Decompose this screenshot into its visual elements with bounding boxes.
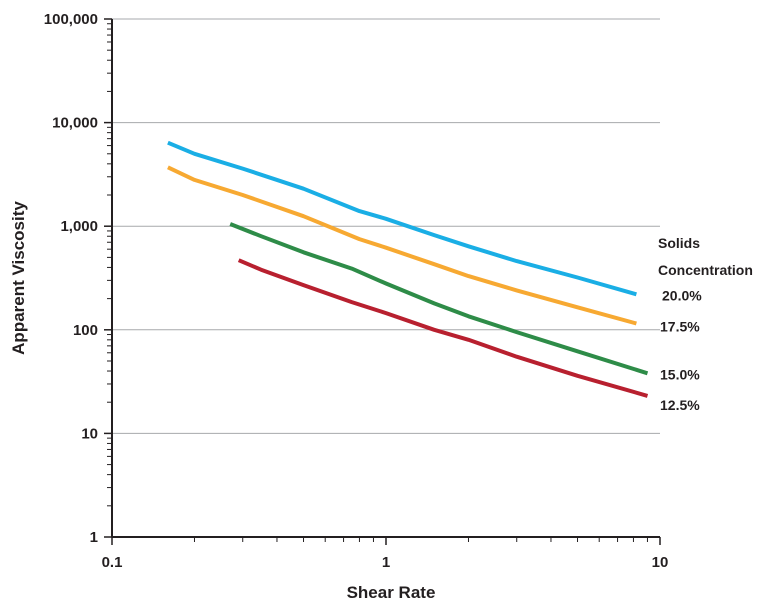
series-labels: 20.0% 17.5% 15.0% 12.5%	[660, 287, 702, 413]
x-tick-label: 10	[652, 554, 669, 571]
series-lines	[167, 140, 649, 398]
y-tick-label: 10,000	[52, 115, 98, 132]
grid-lines	[112, 18, 660, 434]
series-line	[237, 258, 649, 398]
series-line	[167, 140, 637, 297]
series-line	[229, 222, 649, 376]
y-tick-label: 100,000	[44, 11, 98, 28]
x-tick-label: 1	[382, 554, 390, 571]
y-tick-label: 1	[90, 529, 98, 546]
legend-title-line-2: Concentration	[658, 262, 753, 278]
series-label: 15.0%	[660, 366, 700, 382]
y-axis-title: Apparent Viscosity	[9, 201, 28, 355]
y-tick-label: 1,000	[60, 218, 98, 235]
axis-ticks	[104, 18, 661, 545]
legend-title-line-1: Solids	[658, 235, 700, 251]
series-label: 12.5%	[660, 397, 700, 413]
series-label: 20.0%	[662, 287, 702, 303]
y-tick-label: 100	[73, 322, 98, 339]
series-label: 17.5%	[660, 319, 700, 335]
x-tick-label: 0.1	[102, 554, 123, 571]
y-tick-label: 10	[81, 425, 98, 442]
x-axis-title: Shear Rate	[347, 583, 436, 602]
series-line	[167, 165, 637, 326]
